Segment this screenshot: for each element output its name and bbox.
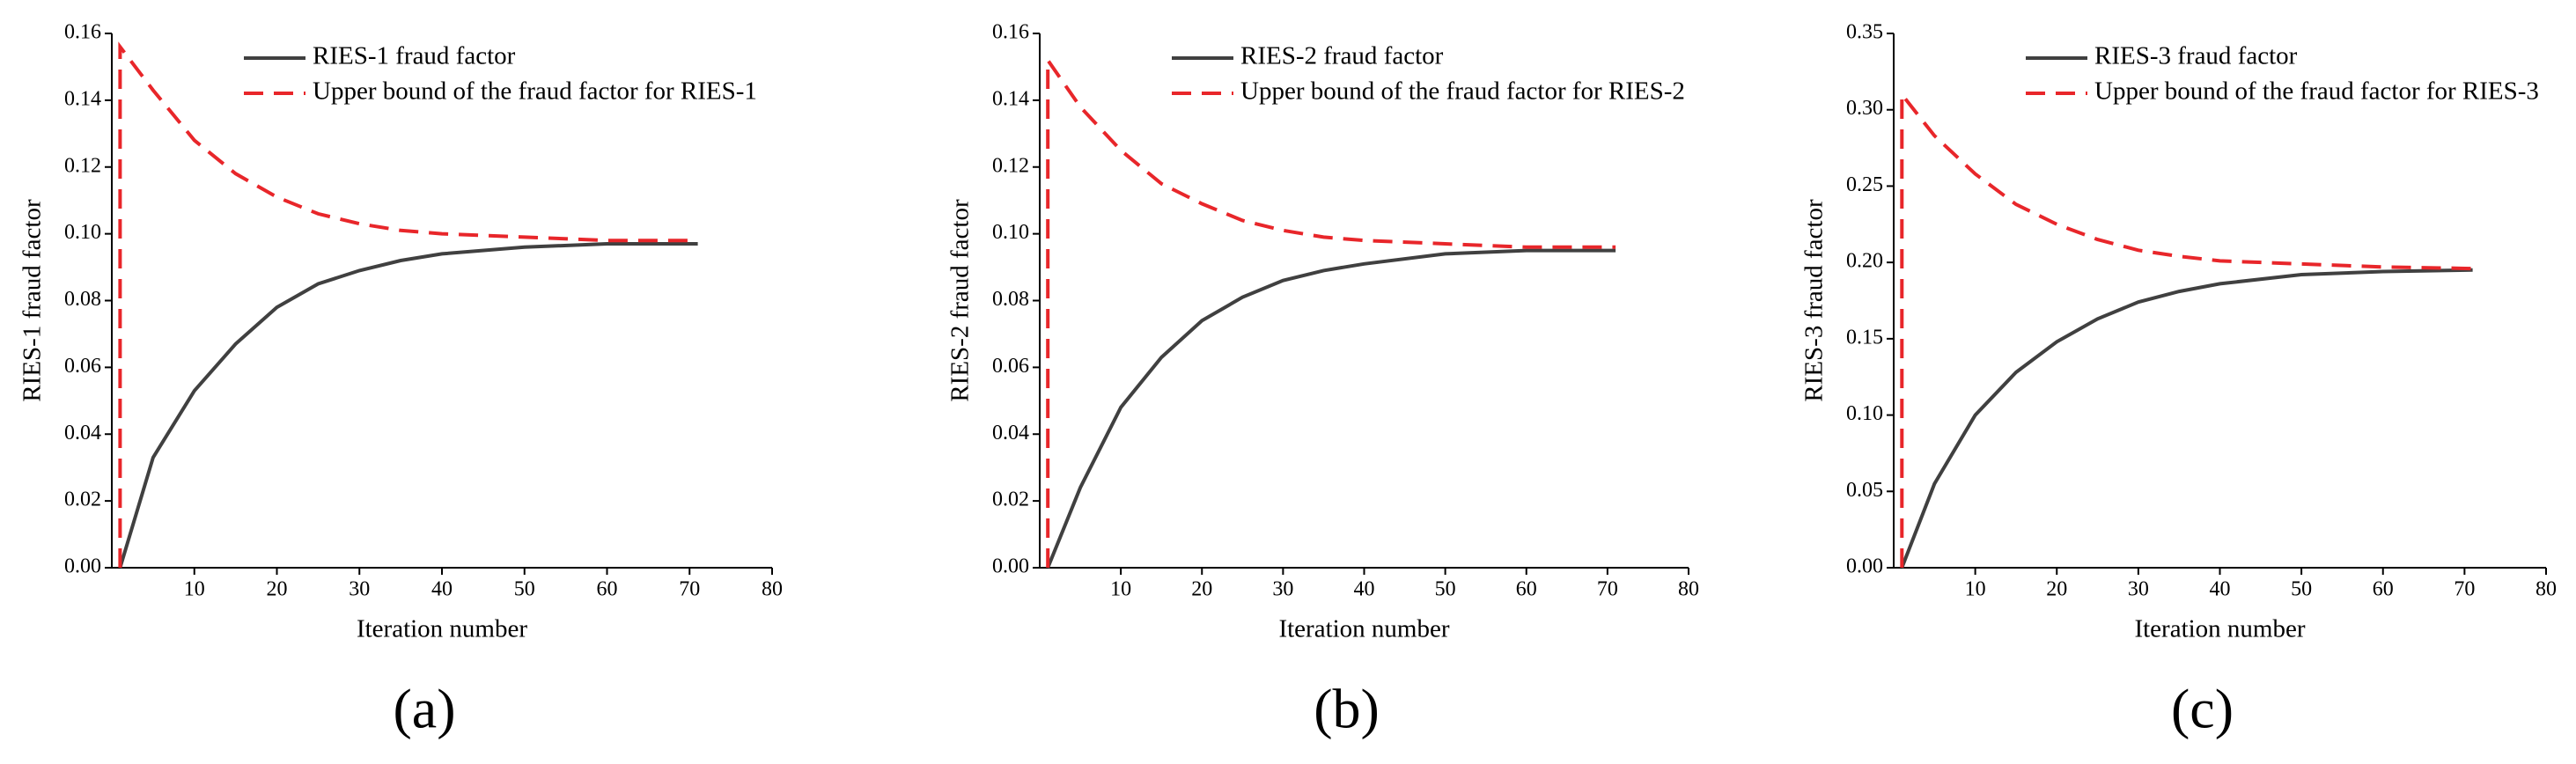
x-tick-label: 70 <box>679 578 700 601</box>
y-tick-label: 0.00 <box>1846 555 1883 578</box>
x-tick-label: 20 <box>2046 578 2067 601</box>
y-tick-label: 0.14 <box>64 87 101 110</box>
x-tick-label: 30 <box>2128 578 2149 601</box>
y-tick-label: 0.08 <box>64 288 101 311</box>
x-tick-label: 80 <box>762 578 783 601</box>
series-line <box>1046 248 1616 569</box>
y-tick-label: 0.16 <box>992 21 1029 44</box>
y-tick-label: 0.06 <box>992 355 1029 378</box>
y-tick-label: 0.12 <box>64 154 101 177</box>
x-tick-label: 10 <box>184 578 205 601</box>
y-tick-label: 0.05 <box>1846 479 1883 502</box>
y-tick-label: 0.04 <box>992 422 1029 444</box>
x-tick-label: 20 <box>267 578 288 601</box>
x-tick-label: 10 <box>1965 578 1986 601</box>
series-line <box>118 242 698 569</box>
x-tick-label: 50 <box>2291 578 2312 601</box>
y-tick-label: 0.08 <box>992 288 1029 311</box>
series-line <box>1900 268 2473 569</box>
y-tick-label: 0.10 <box>1846 402 1883 425</box>
x-tick-label: 10 <box>1110 578 1131 601</box>
y-tick-label: 0.02 <box>64 489 101 511</box>
y-tick-label: 0.10 <box>64 221 101 244</box>
series-line <box>118 41 698 568</box>
x-axis-title: Iteration number <box>357 615 527 643</box>
y-tick-label: 0.25 <box>1846 173 1883 196</box>
y-axis-title: RIES-3 fraud factor <box>1800 199 1829 402</box>
series-line <box>1900 89 2473 568</box>
y-tick-label: 0.10 <box>992 221 1029 244</box>
y-tick-label: 0.04 <box>64 422 101 444</box>
y-tick-label: 0.14 <box>992 87 1029 110</box>
x-tick-label: 70 <box>2454 578 2475 601</box>
y-tick-label: 0.00 <box>992 555 1029 578</box>
x-tick-label: 80 <box>2536 578 2557 601</box>
legend-label: Upper bound of the fraud factor for RIES… <box>2094 77 2539 106</box>
x-tick-label: 30 <box>349 578 370 601</box>
x-tick-label: 40 <box>2210 578 2231 601</box>
y-tick-label: 0.15 <box>1846 326 1883 349</box>
panel-label: (c) <box>2171 678 2234 740</box>
y-tick-label: 0.35 <box>1846 21 1883 44</box>
panel-label: (b) <box>1314 678 1380 740</box>
x-tick-label: 60 <box>597 578 618 601</box>
legend-label: RIES-1 fraud factor <box>313 42 516 70</box>
y-axis-title: RIES-1 fraud factor <box>18 199 47 402</box>
y-tick-label: 0.20 <box>1846 250 1883 273</box>
x-axis-title: Iteration number <box>2134 615 2305 643</box>
y-tick-label: 0.12 <box>992 154 1029 177</box>
legend-label: RIES-2 fraud factor <box>1240 42 1444 70</box>
x-tick-label: 20 <box>1191 578 1212 601</box>
y-axis-title: RIES-2 fraud factor <box>946 199 975 402</box>
y-tick-label: 0.00 <box>64 555 101 578</box>
x-tick-label: 60 <box>1516 578 1537 601</box>
y-tick-label: 0.02 <box>992 489 1029 511</box>
x-tick-label: 50 <box>514 578 535 601</box>
legend-label: Upper bound of the fraud factor for RIES… <box>313 77 757 106</box>
panel-label: (a) <box>393 678 455 740</box>
legend-label: Upper bound of the fraud factor for RIES… <box>1240 77 1685 106</box>
y-tick-label: 0.30 <box>1846 97 1883 120</box>
x-tick-label: 70 <box>1597 578 1618 601</box>
x-tick-label: 80 <box>1678 578 1699 601</box>
y-tick-label: 0.16 <box>64 21 101 44</box>
y-tick-label: 0.06 <box>64 355 101 378</box>
x-axis-title: Iteration number <box>1278 615 1449 643</box>
x-tick-label: 40 <box>431 578 453 601</box>
legend-label: RIES-3 fraud factor <box>2094 42 2298 70</box>
x-tick-label: 60 <box>2373 578 2394 601</box>
x-tick-label: 40 <box>1354 578 1375 601</box>
x-tick-label: 30 <box>1272 578 1293 601</box>
series-line <box>1046 55 1616 568</box>
x-tick-label: 50 <box>1435 578 1456 601</box>
